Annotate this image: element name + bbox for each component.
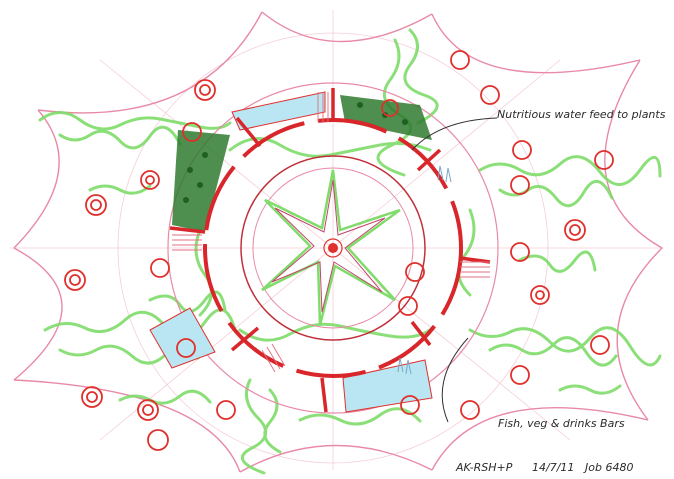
channel-top-left bbox=[231, 91, 326, 131]
leader-lines bbox=[411, 117, 498, 423]
outer-terrace-ring bbox=[167, 82, 499, 414]
plaza-ring-inner bbox=[252, 167, 414, 329]
bed-left bbox=[172, 130, 230, 232]
annotation-water-feed: Nutritious water feed to plants bbox=[497, 108, 666, 121]
channel-bottom-right bbox=[342, 359, 433, 413]
water-channels bbox=[149, 91, 433, 413]
canopy-web bbox=[13, 11, 663, 473]
central-feature bbox=[261, 169, 401, 326]
signature-date: 14/7/11 bbox=[532, 461, 574, 474]
signature-initials: AK-RSH+P bbox=[455, 461, 513, 474]
steps-hatching bbox=[172, 92, 490, 373]
radial-spokes bbox=[169, 88, 491, 413]
fountain-center bbox=[328, 243, 338, 253]
plaza-ring bbox=[240, 155, 426, 341]
signature-job: Job 6480 bbox=[583, 461, 633, 474]
channel-left bbox=[149, 307, 216, 369]
leader-water-feed bbox=[411, 117, 498, 151]
annotation-bars: Fish, veg & drinks Bars bbox=[498, 417, 625, 430]
central-star-outline bbox=[271, 179, 386, 313]
table-doodles bbox=[64, 50, 614, 451]
drawing-signature: AK-RSH+P 14/7/11 Job 6480 bbox=[455, 461, 633, 474]
leader-bars bbox=[441, 337, 469, 423]
sketch-figures bbox=[397, 165, 452, 375]
